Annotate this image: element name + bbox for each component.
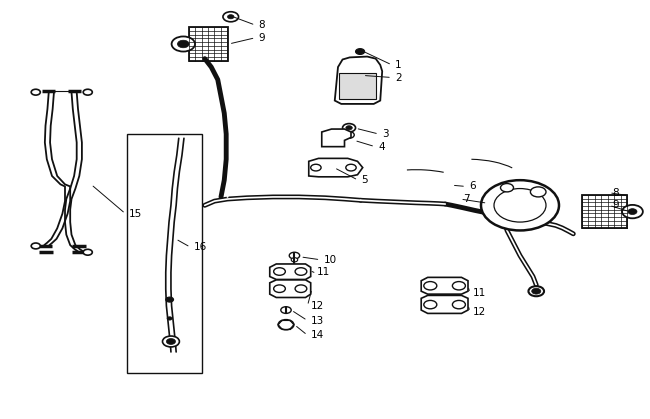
Polygon shape bbox=[309, 158, 363, 177]
Circle shape bbox=[295, 268, 307, 275]
Polygon shape bbox=[270, 264, 311, 279]
Text: 8: 8 bbox=[612, 188, 619, 198]
Text: 3: 3 bbox=[382, 129, 389, 139]
Text: 12: 12 bbox=[473, 307, 486, 317]
Text: 8: 8 bbox=[259, 20, 265, 30]
Circle shape bbox=[172, 36, 195, 52]
Circle shape bbox=[274, 268, 285, 275]
Circle shape bbox=[532, 288, 541, 294]
Text: 15: 15 bbox=[129, 209, 142, 219]
Circle shape bbox=[177, 40, 189, 48]
Text: 13: 13 bbox=[311, 316, 324, 326]
Polygon shape bbox=[322, 129, 351, 147]
Bar bbox=[582, 195, 627, 228]
Circle shape bbox=[481, 180, 559, 230]
Circle shape bbox=[424, 282, 437, 290]
Circle shape bbox=[356, 49, 365, 54]
Polygon shape bbox=[421, 277, 468, 294]
Circle shape bbox=[528, 286, 544, 296]
Text: 16: 16 bbox=[194, 242, 207, 252]
Circle shape bbox=[83, 89, 92, 95]
Polygon shape bbox=[421, 295, 468, 313]
Polygon shape bbox=[335, 57, 382, 104]
Circle shape bbox=[311, 164, 321, 171]
Text: 11: 11 bbox=[473, 288, 486, 298]
Text: 14: 14 bbox=[311, 330, 324, 340]
Text: 9: 9 bbox=[259, 33, 265, 43]
Circle shape bbox=[162, 336, 179, 347]
Circle shape bbox=[166, 339, 176, 344]
Text: 4: 4 bbox=[378, 142, 385, 152]
Text: 5: 5 bbox=[361, 175, 368, 185]
Bar bbox=[188, 27, 228, 61]
Circle shape bbox=[291, 258, 298, 262]
Circle shape bbox=[281, 307, 291, 313]
Circle shape bbox=[166, 297, 174, 302]
Circle shape bbox=[424, 300, 437, 309]
Circle shape bbox=[295, 285, 307, 292]
Text: 9: 9 bbox=[612, 200, 619, 210]
Circle shape bbox=[274, 285, 285, 292]
Text: 12: 12 bbox=[311, 301, 324, 311]
Circle shape bbox=[530, 187, 546, 197]
Circle shape bbox=[289, 252, 300, 259]
Circle shape bbox=[278, 320, 294, 330]
Circle shape bbox=[227, 15, 234, 19]
Text: 6: 6 bbox=[469, 181, 476, 191]
Text: 2: 2 bbox=[395, 72, 402, 83]
Circle shape bbox=[346, 126, 352, 130]
Bar bbox=[127, 134, 202, 373]
Circle shape bbox=[83, 249, 92, 255]
Circle shape bbox=[223, 12, 239, 22]
Polygon shape bbox=[270, 280, 311, 297]
Circle shape bbox=[452, 282, 465, 290]
Circle shape bbox=[31, 89, 40, 95]
Circle shape bbox=[500, 184, 514, 192]
Circle shape bbox=[346, 164, 356, 171]
Circle shape bbox=[167, 317, 172, 320]
Text: 11: 11 bbox=[317, 267, 330, 277]
Polygon shape bbox=[339, 73, 376, 99]
Text: 7: 7 bbox=[463, 194, 470, 204]
Circle shape bbox=[622, 205, 643, 218]
Circle shape bbox=[452, 300, 465, 309]
Text: 10: 10 bbox=[324, 255, 337, 265]
Circle shape bbox=[343, 124, 356, 132]
Circle shape bbox=[628, 209, 637, 215]
Circle shape bbox=[31, 243, 40, 249]
Circle shape bbox=[344, 132, 354, 138]
Text: 1: 1 bbox=[395, 60, 402, 70]
